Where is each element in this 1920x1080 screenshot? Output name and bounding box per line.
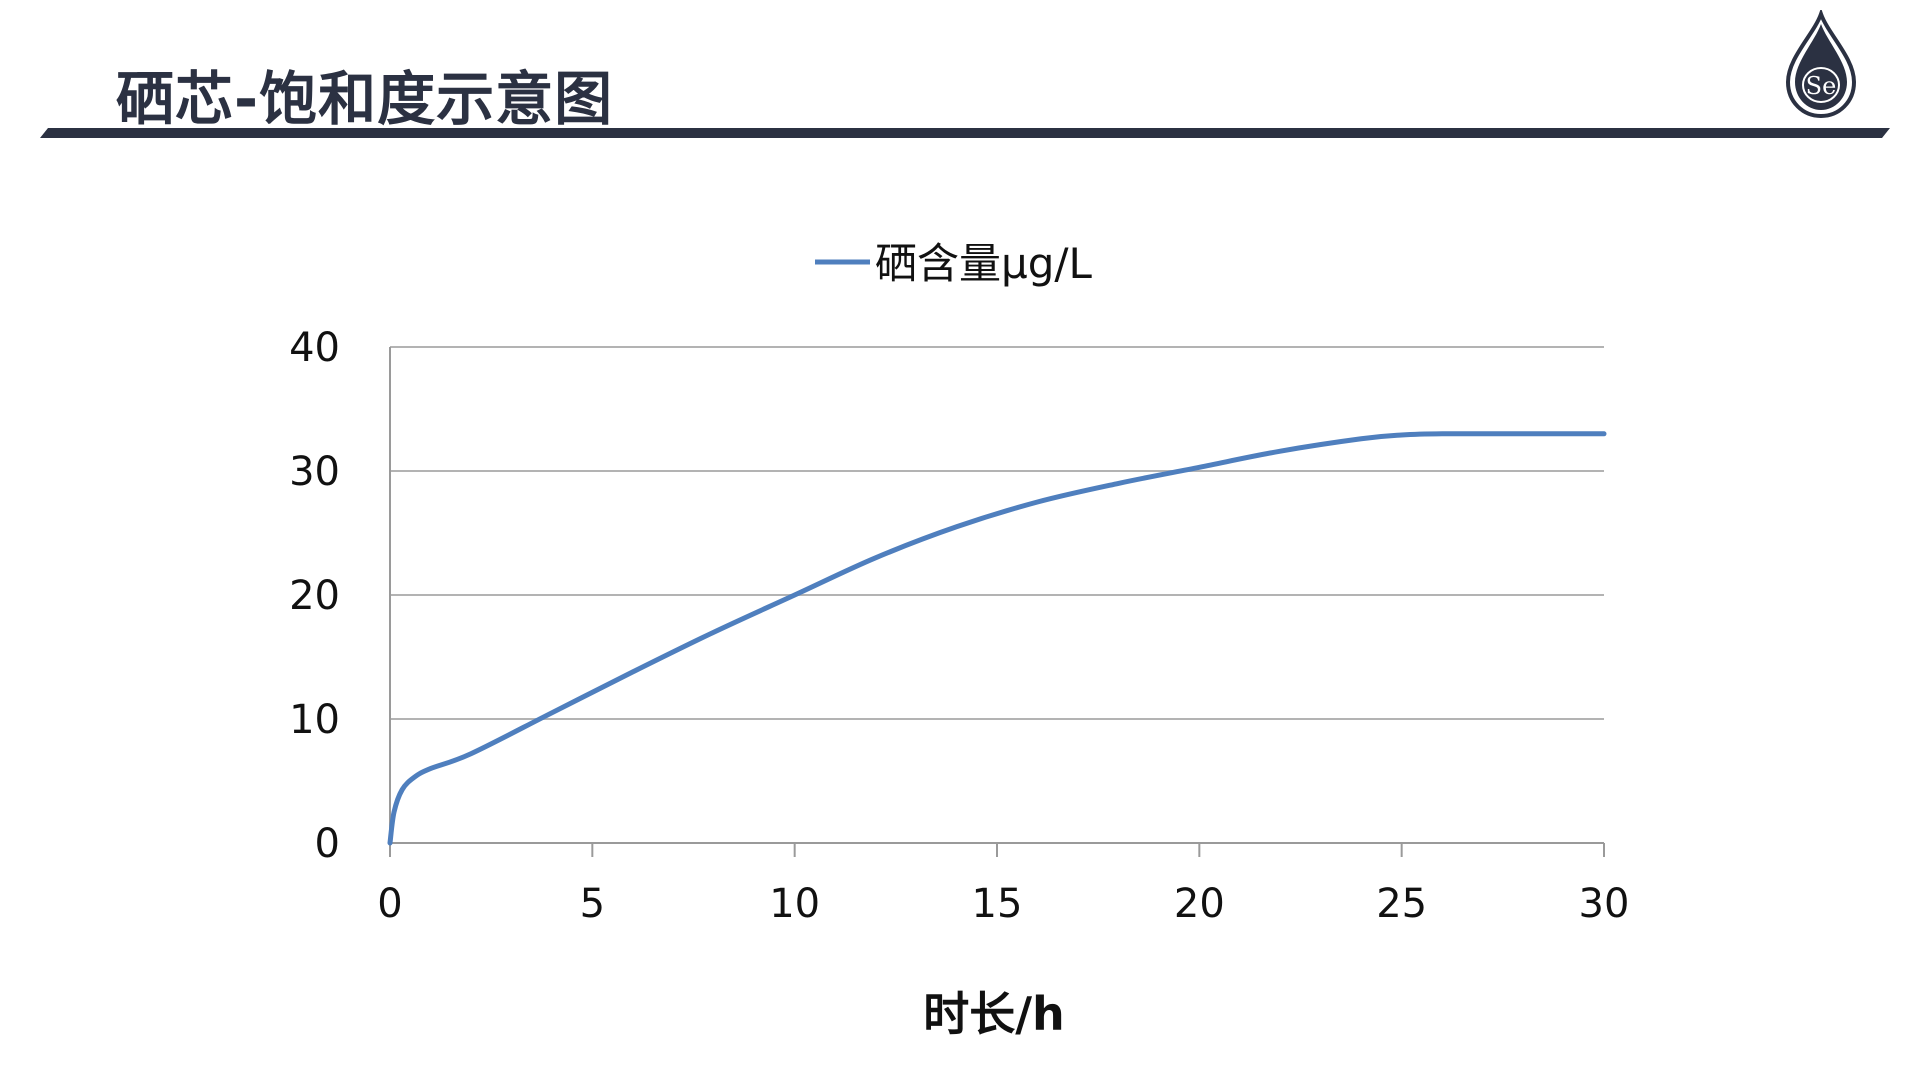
x-tick-label: 5: [580, 881, 605, 927]
selenium-drop-logo: Se: [1785, 10, 1857, 119]
title-underline: [40, 128, 1890, 138]
gridlines: [390, 346, 1604, 720]
x-tick-label: 0: [377, 881, 402, 927]
y-tick-label: 0: [315, 821, 340, 867]
y-tick-label: 20: [289, 573, 340, 619]
y-tick-label: 40: [289, 325, 340, 371]
axes: 0 10 20 30 40 0 5 10 15 20 25 30: [289, 325, 1629, 927]
x-tick-label: 10: [769, 881, 820, 927]
x-tick-label: 30: [1579, 881, 1630, 927]
y-tick-label: 30: [289, 449, 340, 495]
series-line: [387, 431, 1607, 846]
x-tick-label: 15: [972, 881, 1023, 927]
x-axis-title: 时长/h: [923, 987, 1065, 1041]
legend: 硒含量μg/L: [815, 239, 1093, 288]
x-tick-label: 25: [1376, 881, 1427, 927]
x-tick-label: 20: [1174, 881, 1225, 927]
y-tick-label: 10: [289, 697, 340, 743]
page-title: 硒芯-饱和度示意图: [116, 65, 614, 133]
logo-text: Se: [1806, 72, 1837, 100]
legend-label: 硒含量μg/L: [875, 239, 1093, 288]
series: [387, 431, 1607, 846]
